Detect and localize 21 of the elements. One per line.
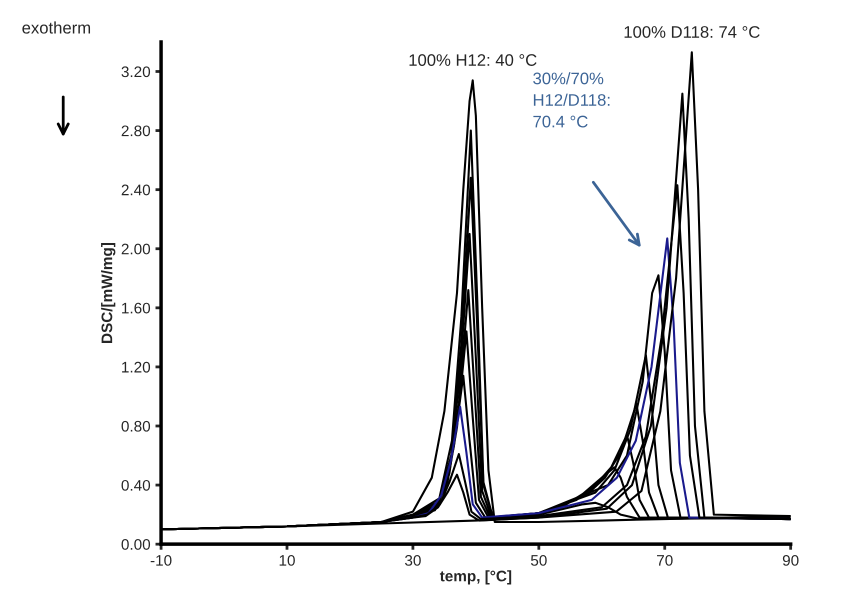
annotation: 30%/70% H12/D118: 70.4 °C bbox=[533, 72, 610, 128]
y-axis-title: DSC/[mW/mg] bbox=[101, 242, 116, 343]
y-tick-label: 2.40 bbox=[122, 184, 150, 196]
x-tick-label: 90 bbox=[782, 554, 799, 566]
x-tick-label: 50 bbox=[530, 554, 547, 566]
x-tick-label: 10 bbox=[280, 554, 295, 566]
y-tick-label: 2.00 bbox=[122, 244, 150, 254]
y-tick-label: 3.20 bbox=[122, 66, 150, 78]
y-tick-label: 0.00 bbox=[122, 539, 150, 550]
x-tick-label: 70 bbox=[657, 554, 673, 566]
x-tick-label: -10 bbox=[150, 554, 172, 566]
x-axis-title: temp, [°C] bbox=[440, 570, 512, 584]
x-tick-label: 30 bbox=[404, 554, 421, 566]
annotation: 100% H12: 40 °C bbox=[410, 54, 537, 66]
text: exotherm bbox=[22, 21, 90, 34]
y-tick-label: 0.80 bbox=[122, 420, 150, 432]
annotation: 100% D118: 74 °C bbox=[624, 26, 760, 38]
y-tick-label: 2.80 bbox=[122, 125, 150, 136]
y-tick-label: 1.60 bbox=[122, 302, 150, 314]
y-tick-label: 0.40 bbox=[122, 480, 150, 491]
y-tick-label: 1.20 bbox=[122, 362, 150, 373]
